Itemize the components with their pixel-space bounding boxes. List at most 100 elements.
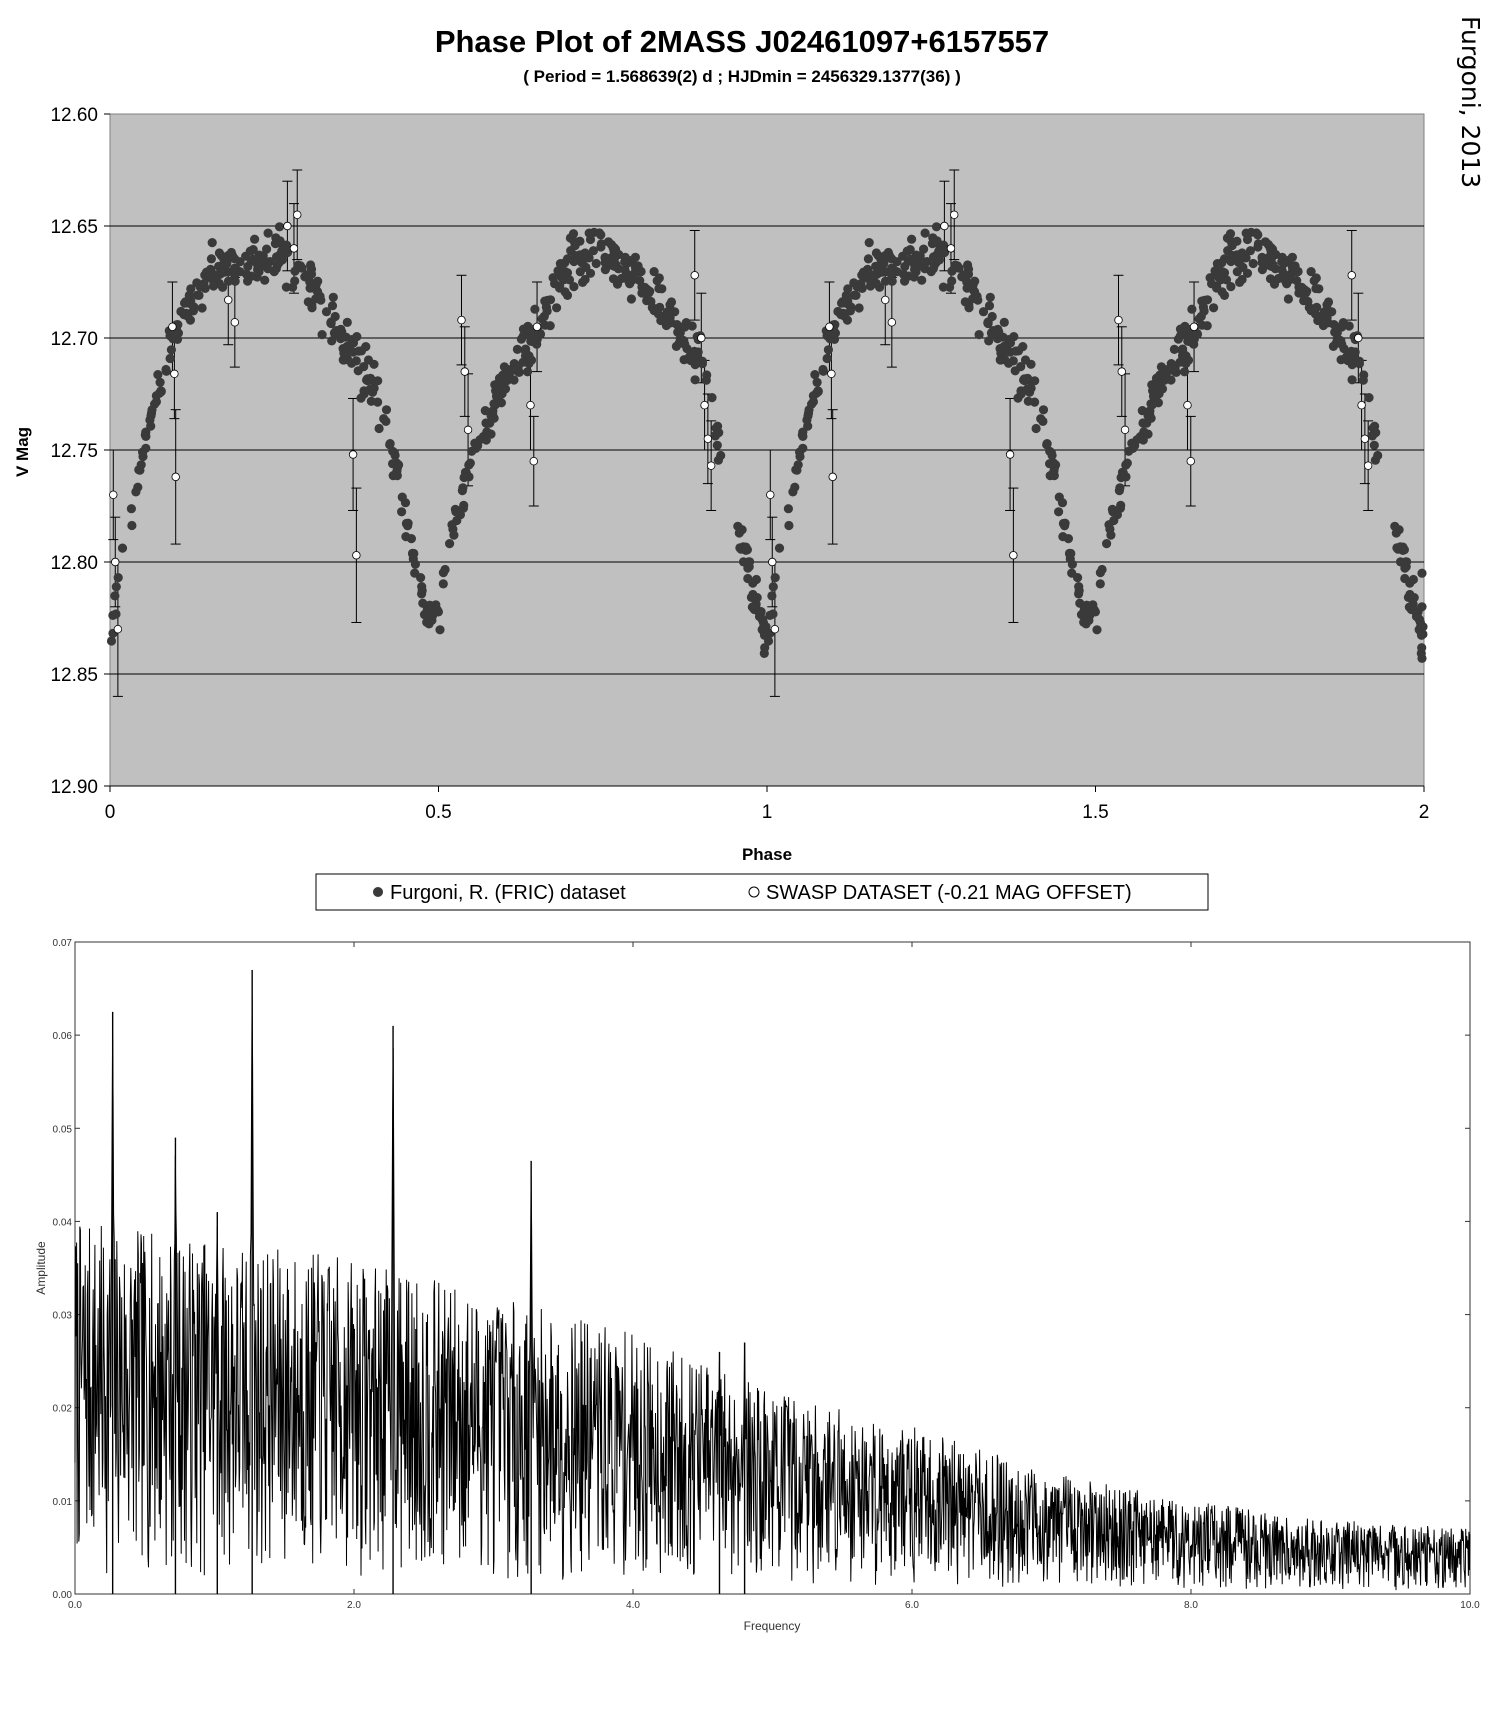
fric-point [214, 261, 224, 271]
fric-point [381, 405, 392, 415]
fric-point [1038, 416, 1048, 426]
swasp-point [1005, 450, 1015, 459]
phase-x-tick-label: 1.5 [1082, 802, 1108, 823]
fric-point [1114, 486, 1124, 496]
fric-point [968, 294, 978, 304]
fric-point [1273, 273, 1284, 284]
fric-point [180, 308, 190, 319]
fric-point [1257, 265, 1267, 275]
fric-point [837, 308, 847, 319]
fric-point [153, 370, 163, 380]
fric-point [369, 359, 379, 369]
fric-point [440, 564, 450, 575]
swasp-point [1120, 425, 1130, 435]
fric-point [274, 222, 285, 232]
fric-point [1336, 336, 1346, 346]
fric-point [1081, 619, 1091, 629]
fric-point [1156, 362, 1166, 372]
fric-point [389, 448, 399, 458]
fric-point [1329, 320, 1339, 330]
fric-point [1226, 256, 1236, 267]
spectrum-x-axis-label: Frequency [744, 1619, 801, 1633]
fric-point [1074, 582, 1084, 592]
spectrum-y-tick-label: 0.00 [53, 1590, 73, 1601]
fric-point [751, 601, 761, 612]
swasp-point [881, 295, 890, 305]
fric-point [877, 267, 887, 277]
swasp-point [887, 318, 897, 327]
fric-point [1060, 518, 1070, 528]
fric-point [1019, 375, 1029, 385]
fric-point [1347, 375, 1357, 385]
fric-point [608, 274, 619, 284]
fric-point [783, 504, 794, 514]
fric-point [1292, 276, 1302, 286]
swasp-point [700, 401, 709, 410]
swasp-point [1186, 457, 1195, 466]
fric-point [907, 234, 917, 244]
fric-point [1343, 355, 1353, 366]
fric-point [1301, 288, 1311, 298]
fric-point [392, 458, 402, 468]
legend-fric-label: Furgoni, R. (FRIC) dataset [390, 882, 626, 904]
fric-point [1083, 607, 1093, 617]
swasp-point [1357, 401, 1366, 410]
fric-point [206, 254, 216, 264]
fric-point [359, 362, 369, 372]
fric-point [1277, 252, 1287, 262]
fric-point [1180, 321, 1190, 331]
swasp-point [171, 472, 180, 482]
fric-point [807, 399, 817, 409]
fric-point [716, 450, 726, 461]
fric-point [920, 264, 930, 274]
fric-point [435, 625, 445, 635]
fric-point [898, 269, 909, 279]
fric-point [759, 648, 769, 659]
fric-point [362, 375, 372, 385]
fric-point [485, 418, 495, 428]
fric-point [140, 430, 150, 440]
swasp-point [940, 221, 949, 231]
fric-point [746, 592, 757, 603]
fric-point [900, 276, 910, 286]
fric-point [1067, 568, 1077, 578]
phase-x-tick-label: 2 [1419, 802, 1430, 823]
fric-point [1205, 273, 1215, 283]
legend-box [315, 873, 1209, 911]
fric-point [1005, 347, 1015, 357]
swasp-point [170, 369, 179, 379]
fric-point [1122, 458, 1132, 468]
fric-point [644, 288, 654, 298]
fric-point [459, 500, 469, 510]
fric-point [374, 423, 384, 434]
fric-point [1016, 362, 1026, 372]
fric-point [249, 255, 259, 265]
fric-point [600, 253, 610, 263]
fric-point [223, 276, 234, 286]
fric-point [625, 275, 635, 285]
phase-plot-subtitle: ( Period = 1.568639(2) d ; HJDmin = 2456… [523, 67, 961, 86]
fric-point [770, 573, 780, 583]
fric-point [1063, 534, 1073, 544]
fric-point [110, 591, 120, 601]
fric-point [1309, 276, 1319, 286]
swasp-point [1360, 434, 1370, 443]
fric-point [161, 364, 171, 375]
fric-point [341, 332, 351, 342]
fric-point [657, 284, 667, 294]
fric-point [1354, 356, 1364, 366]
fric-point [790, 482, 800, 492]
fric-point [823, 345, 834, 355]
fric-points [106, 222, 1428, 663]
fric-point [559, 267, 569, 277]
spectrum-y-tick-label: 0.03 [53, 1311, 73, 1322]
fric-point [1265, 274, 1276, 284]
fric-point [707, 393, 717, 403]
fric-point [818, 364, 828, 375]
fric-point [180, 298, 190, 308]
fric-point [303, 297, 313, 307]
fric-point [302, 270, 312, 280]
swasp-point [706, 461, 716, 470]
swasp-point [289, 244, 299, 253]
spectrum-x-tick-label: 0.0 [68, 1600, 82, 1611]
